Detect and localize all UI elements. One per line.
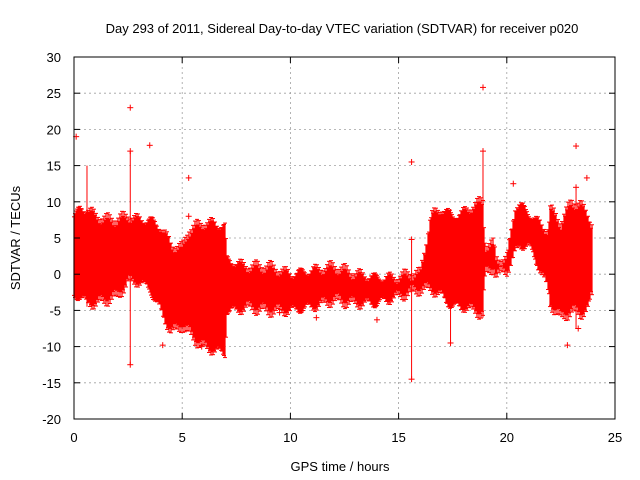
outlier-point	[159, 342, 166, 349]
outlier-point	[479, 84, 486, 91]
outlier-point	[564, 342, 571, 349]
data-series	[72, 84, 594, 383]
tick-labels: 0 5 10 15 20 25 -20 -15 -10 -5 0 5 10 15 20 25 30	[42, 50, 622, 445]
grid	[74, 57, 615, 419]
y-tick-label: 10	[47, 195, 61, 210]
y-tick-label: -5	[49, 303, 61, 318]
outlier-point	[127, 104, 134, 111]
x-tick-label: 20	[500, 430, 514, 445]
outlier-point	[408, 376, 415, 383]
y-tick-label: 30	[47, 50, 61, 65]
outlier-point	[573, 184, 580, 191]
outlier-point	[276, 309, 283, 316]
outlier-point	[447, 339, 454, 346]
y-tick-label: -15	[42, 376, 61, 391]
x-tick-label: 10	[283, 430, 297, 445]
outlier-point	[185, 174, 192, 181]
outlier-point	[373, 316, 380, 323]
y-axis-label: SDTVAR / TECUs	[8, 185, 23, 290]
outlier-point	[127, 361, 134, 368]
outlier-point	[408, 236, 415, 243]
outlier-point	[575, 325, 582, 332]
y-tick-label: 15	[47, 159, 61, 174]
outlier-point	[408, 158, 415, 165]
y-tick-label: 20	[47, 122, 61, 137]
outlier-point	[127, 148, 134, 155]
x-tick-label: 0	[70, 430, 77, 445]
y-tick-label: 25	[47, 86, 61, 101]
x-tick-label: 15	[391, 430, 405, 445]
x-tick-label: 5	[179, 430, 186, 445]
x-axis-label: GPS time / hours	[291, 459, 390, 474]
y-tick-label: 5	[54, 231, 61, 246]
outlier-point	[510, 180, 517, 187]
chart-title: Day 293 of 2011, Sidereal Day-to-day VTE…	[106, 21, 579, 36]
sdtvar-band	[72, 196, 594, 359]
y-tick-label: -10	[42, 340, 61, 355]
axis-ticks	[73, 56, 616, 420]
outlier-point	[573, 143, 580, 150]
outlier-point	[313, 314, 320, 321]
y-tick-label: 0	[54, 267, 61, 282]
outlier-point	[185, 213, 192, 220]
y-tick-label: -20	[42, 412, 61, 427]
outlier-point	[583, 174, 590, 181]
outlier-point	[198, 343, 205, 350]
x-tick-label: 25	[608, 430, 622, 445]
outlier-point	[146, 142, 153, 149]
outlier-point	[479, 148, 486, 155]
